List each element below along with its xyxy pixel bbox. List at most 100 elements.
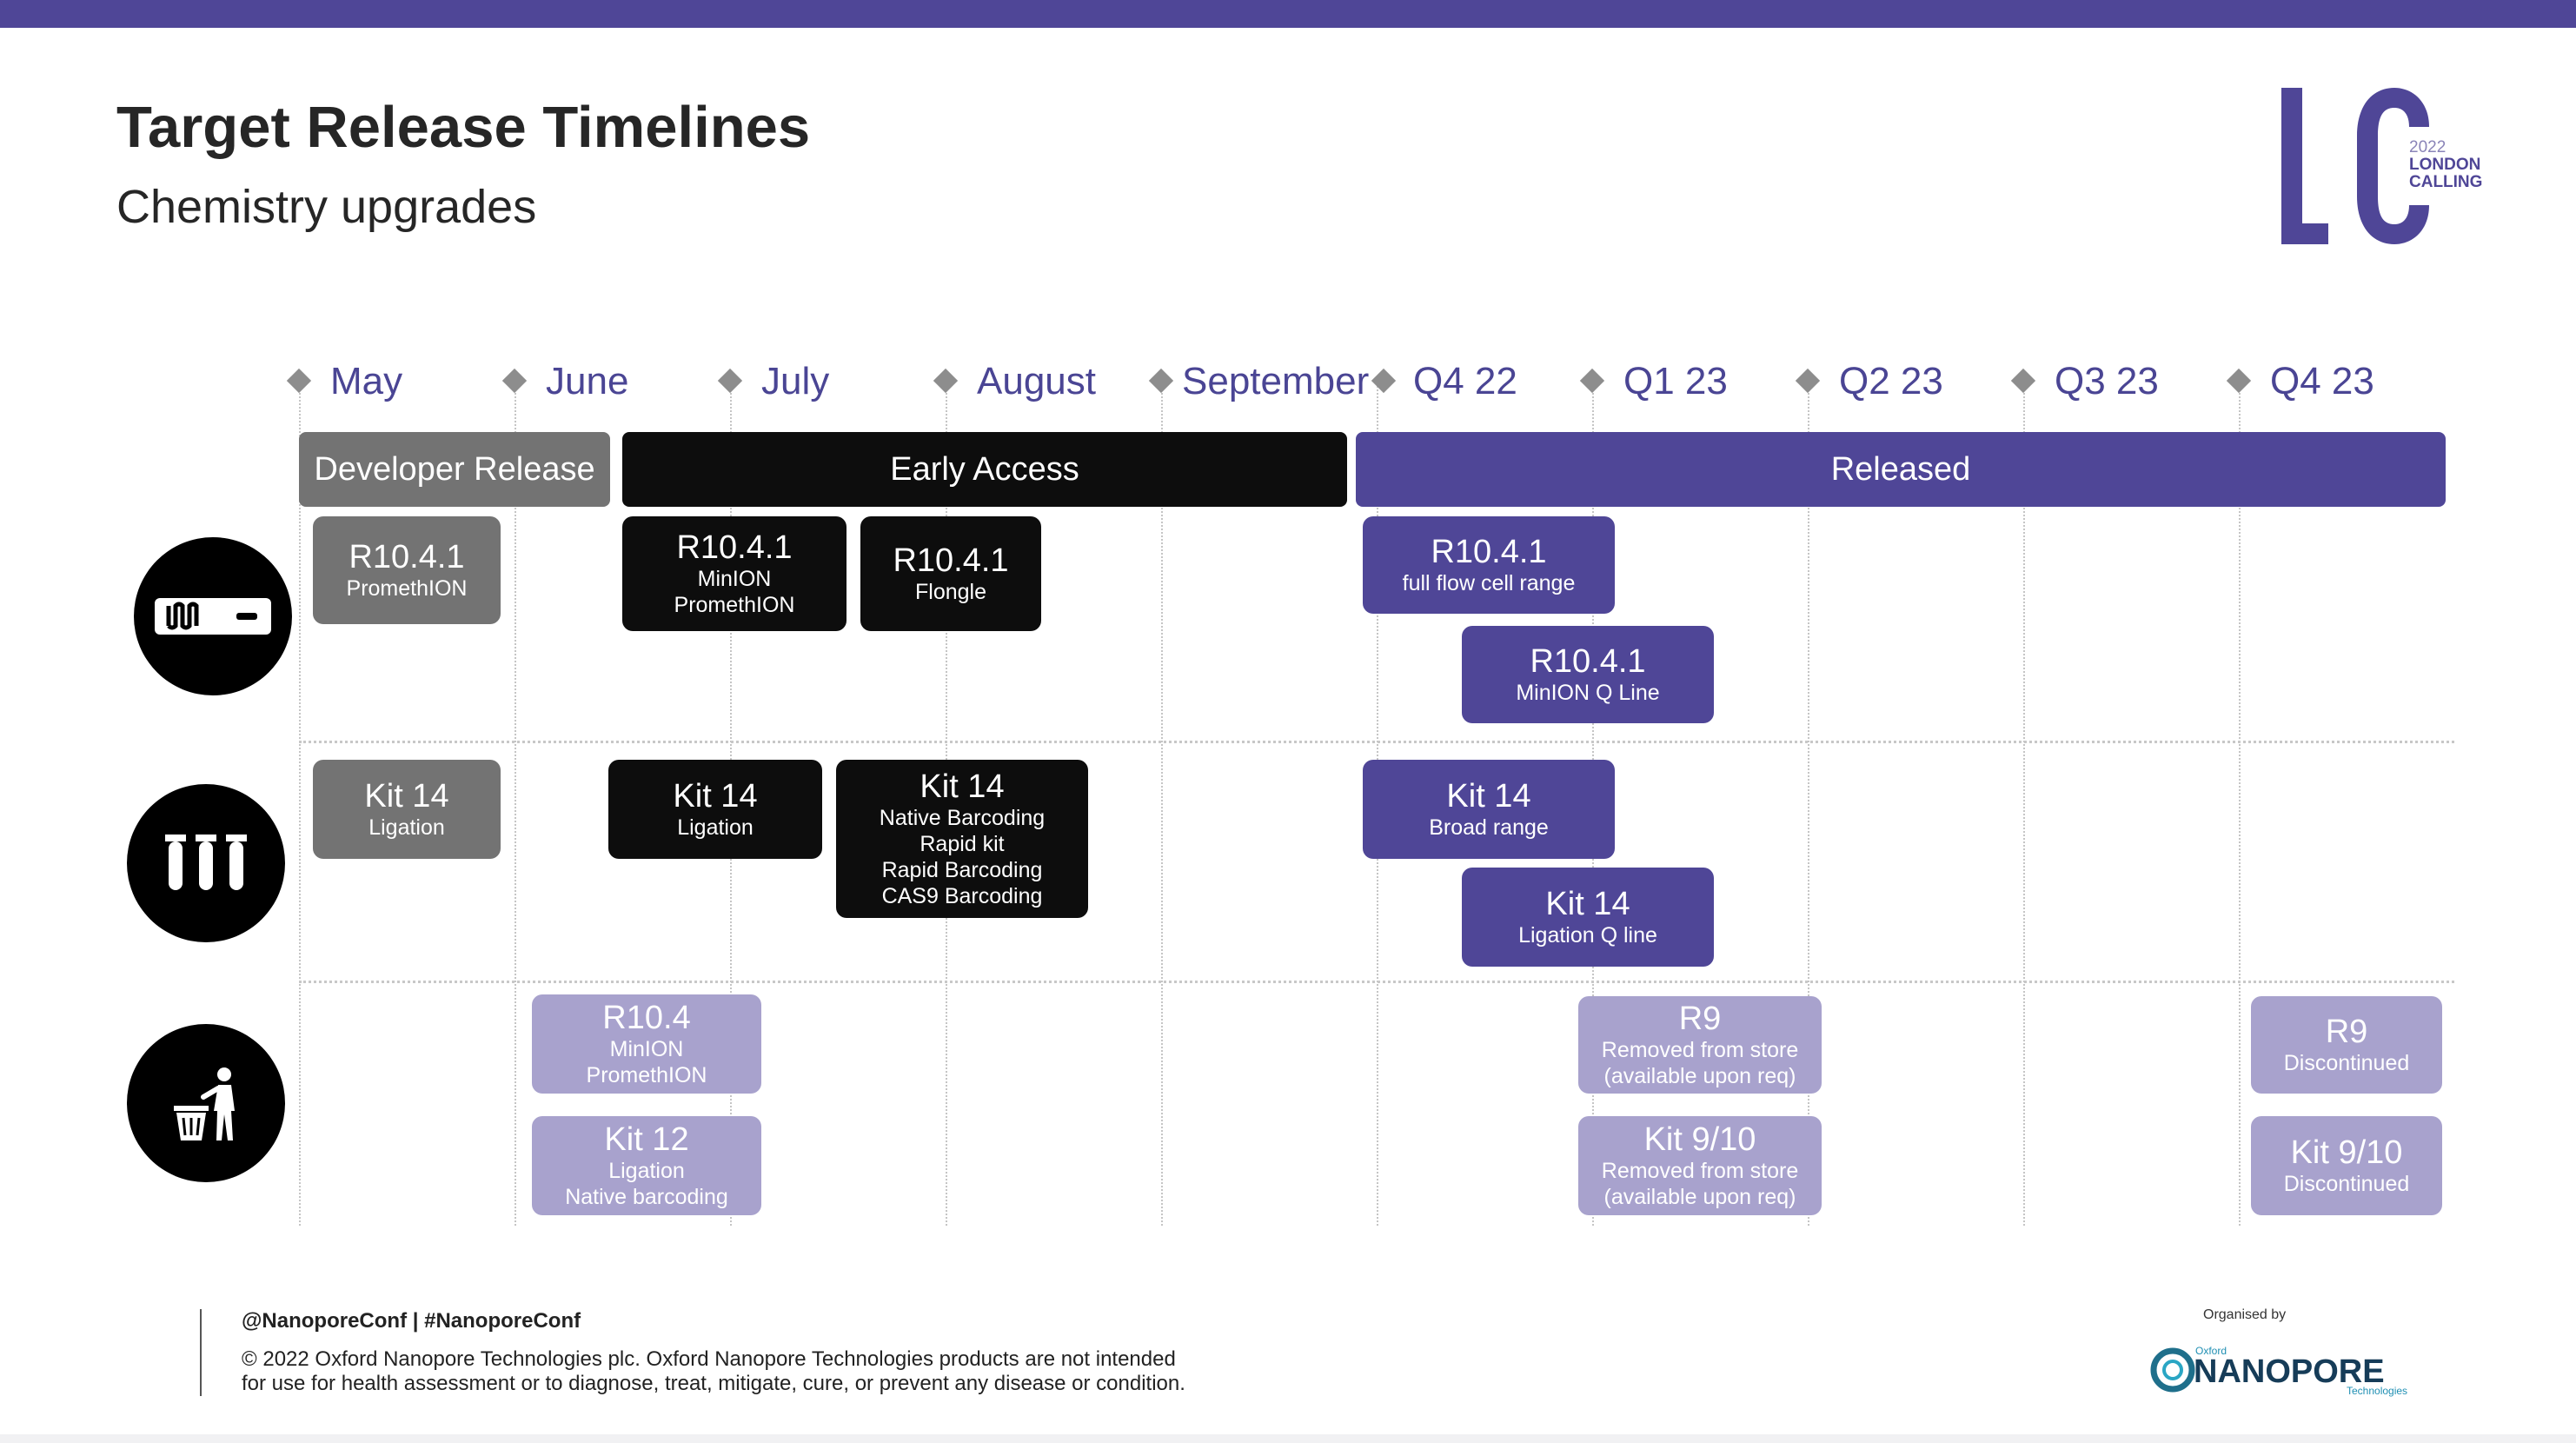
month-label: June — [546, 360, 629, 402]
box-title: Kit 14 — [1545, 886, 1630, 922]
box-subtitle: CAS9 Barcoding — [881, 884, 1043, 908]
row-separator — [299, 741, 2454, 743]
box-subtitle: (available upon req) — [1603, 1064, 1796, 1088]
box-title: R10.4.1 — [893, 542, 1009, 579]
page-subtitle: Chemistry upgrades — [116, 181, 537, 233]
diamond-marker-icon — [2226, 368, 2252, 394]
london-calling-text: 2022 LONDON CALLING — [2409, 139, 2482, 191]
release-box: Kit 14 Native Barcoding Rapid kit Rapid … — [836, 760, 1088, 918]
box-subtitle: PromethION — [346, 576, 468, 601]
box-title: Kit 9/10 — [2290, 1134, 2403, 1171]
top-accent-bar — [0, 0, 2576, 28]
diamond-marker-icon — [2010, 368, 2036, 394]
disclaimer-line: © 2022 Oxford Nanopore Technologies plc.… — [242, 1347, 1176, 1371]
month-label: Q1 23 — [1623, 360, 1728, 402]
copyright-disclaimer: © 2022 Oxford Nanopore Technologies plc.… — [242, 1347, 1545, 1396]
grid-vline — [1161, 382, 1163, 1226]
month-label: July — [761, 360, 830, 402]
release-box: Kit 9/10 Discontinued — [2251, 1116, 2442, 1215]
box-subtitle: Removed from store — [1601, 1038, 1799, 1062]
organised-by-label: Organised by — [2203, 1307, 2287, 1322]
box-subtitle: Discontinued — [2283, 1051, 2410, 1075]
month-label: Q4 22 — [1413, 360, 1517, 402]
release-box: R9 Removed from store (available upon re… — [1578, 996, 1822, 1094]
release-box: R10.4.1 full flow cell range — [1363, 516, 1615, 614]
phase-early-access: Early Access — [622, 432, 1347, 507]
diamond-marker-icon — [1579, 368, 1605, 394]
release-box: Kit 14 Ligation — [313, 760, 501, 859]
phase-developer-release: Developer Release — [299, 432, 610, 507]
box-subtitle: Native barcoding — [565, 1185, 728, 1209]
release-box: R10.4.1 MinION Q Line — [1462, 626, 1714, 723]
box-subtitle: MinION Q Line — [1516, 681, 1660, 705]
box-subtitle: MinION — [609, 1037, 684, 1061]
diamond-marker-icon — [1795, 368, 1821, 394]
box-subtitle: full flow cell range — [1402, 571, 1576, 595]
release-box: R10.4.1 PromethION — [313, 516, 501, 624]
london-calling-logo — [2281, 88, 2429, 244]
month-label: Q2 23 — [1839, 360, 1943, 402]
page-title: Target Release Timelines — [116, 95, 811, 160]
grid-vline — [2239, 382, 2241, 1226]
box-title: Kit 14 — [920, 768, 1005, 805]
box-subtitle: MinION — [697, 567, 772, 591]
diamond-marker-icon — [717, 368, 743, 394]
oxford-nanopore-logo: Oxford NANOPORE Technologies — [2150, 1345, 2407, 1397]
box-title: R9 — [1678, 1001, 1722, 1037]
diamond-marker-icon — [501, 368, 528, 394]
box-subtitle: Ligation — [608, 1159, 685, 1183]
diamond-marker-icon — [1371, 368, 1397, 394]
month-label: September — [1182, 360, 1370, 402]
release-box: R10.4.1 MinION PromethION — [622, 516, 846, 631]
logo-name-line1: LONDON — [2409, 156, 2481, 174]
phase-released: Released — [1356, 432, 2446, 507]
release-box: Kit 12 Ligation Native barcoding — [532, 1116, 761, 1215]
box-title: R9 — [2325, 1014, 2368, 1050]
grid-vline — [1808, 382, 1809, 1226]
box-subtitle: Flongle — [915, 580, 986, 604]
social-handles: @NanoporeConf | #NanoporeConf — [242, 1309, 581, 1333]
release-box: R10.4.1 Flongle — [860, 516, 1041, 631]
box-subtitle: Discontinued — [2283, 1172, 2410, 1196]
diamond-marker-icon — [933, 368, 959, 394]
month-label: Q3 23 — [2055, 360, 2159, 402]
box-title: R10.4.1 — [349, 539, 465, 575]
release-box: R10.4 MinION PromethION — [532, 994, 761, 1094]
diamond-marker-icon — [1148, 368, 1174, 394]
box-title: Kit 12 — [604, 1121, 689, 1158]
box-title: R10.4.1 — [676, 529, 793, 566]
box-subtitle: PromethION — [586, 1063, 707, 1087]
release-box: Kit 14 Ligation — [608, 760, 822, 859]
grid-vline — [515, 382, 516, 1226]
release-box: Kit 14 Broad range — [1363, 760, 1615, 859]
footer-divider — [200, 1309, 202, 1396]
box-subtitle: Native Barcoding — [879, 806, 1046, 830]
logo-nanopore-text: NANOPORE — [2194, 1353, 2385, 1390]
diamond-marker-icon — [286, 368, 312, 394]
bottom-band — [0, 1434, 2576, 1443]
logo-year: 2022 — [2409, 138, 2447, 156]
test-tubes-icon — [127, 784, 285, 942]
box-title: Kit 9/10 — [1643, 1121, 1756, 1158]
logo-technologies-text: Technologies — [2347, 1385, 2407, 1397]
box-title: R10.4 — [602, 1000, 691, 1036]
box-title: Kit 14 — [673, 778, 758, 815]
release-box: Kit 9/10 Removed from store (available u… — [1578, 1116, 1822, 1215]
box-subtitle: Rapid Barcoding — [881, 858, 1043, 882]
disclaimer-line: for use for health assessment or to diag… — [242, 1372, 1185, 1395]
row-separator — [299, 981, 2454, 983]
box-subtitle: Ligation — [368, 815, 445, 840]
box-subtitle: Ligation Q line — [1518, 923, 1657, 948]
trash-bin-icon — [127, 1024, 285, 1182]
release-box: R9 Discontinued — [2251, 996, 2442, 1094]
month-label: May — [330, 360, 403, 402]
grid-vline — [2023, 382, 2025, 1226]
box-subtitle: PromethION — [674, 593, 795, 617]
logo-name-line2: CALLING — [2409, 173, 2483, 191]
release-box: Kit 14 Ligation Q line — [1462, 868, 1714, 967]
box-subtitle: (available upon req) — [1603, 1185, 1796, 1209]
box-subtitle: Removed from store — [1601, 1159, 1799, 1183]
box-subtitle: Ligation — [677, 815, 754, 840]
month-label: August — [977, 360, 1096, 402]
box-subtitle: Rapid kit — [920, 832, 1005, 856]
